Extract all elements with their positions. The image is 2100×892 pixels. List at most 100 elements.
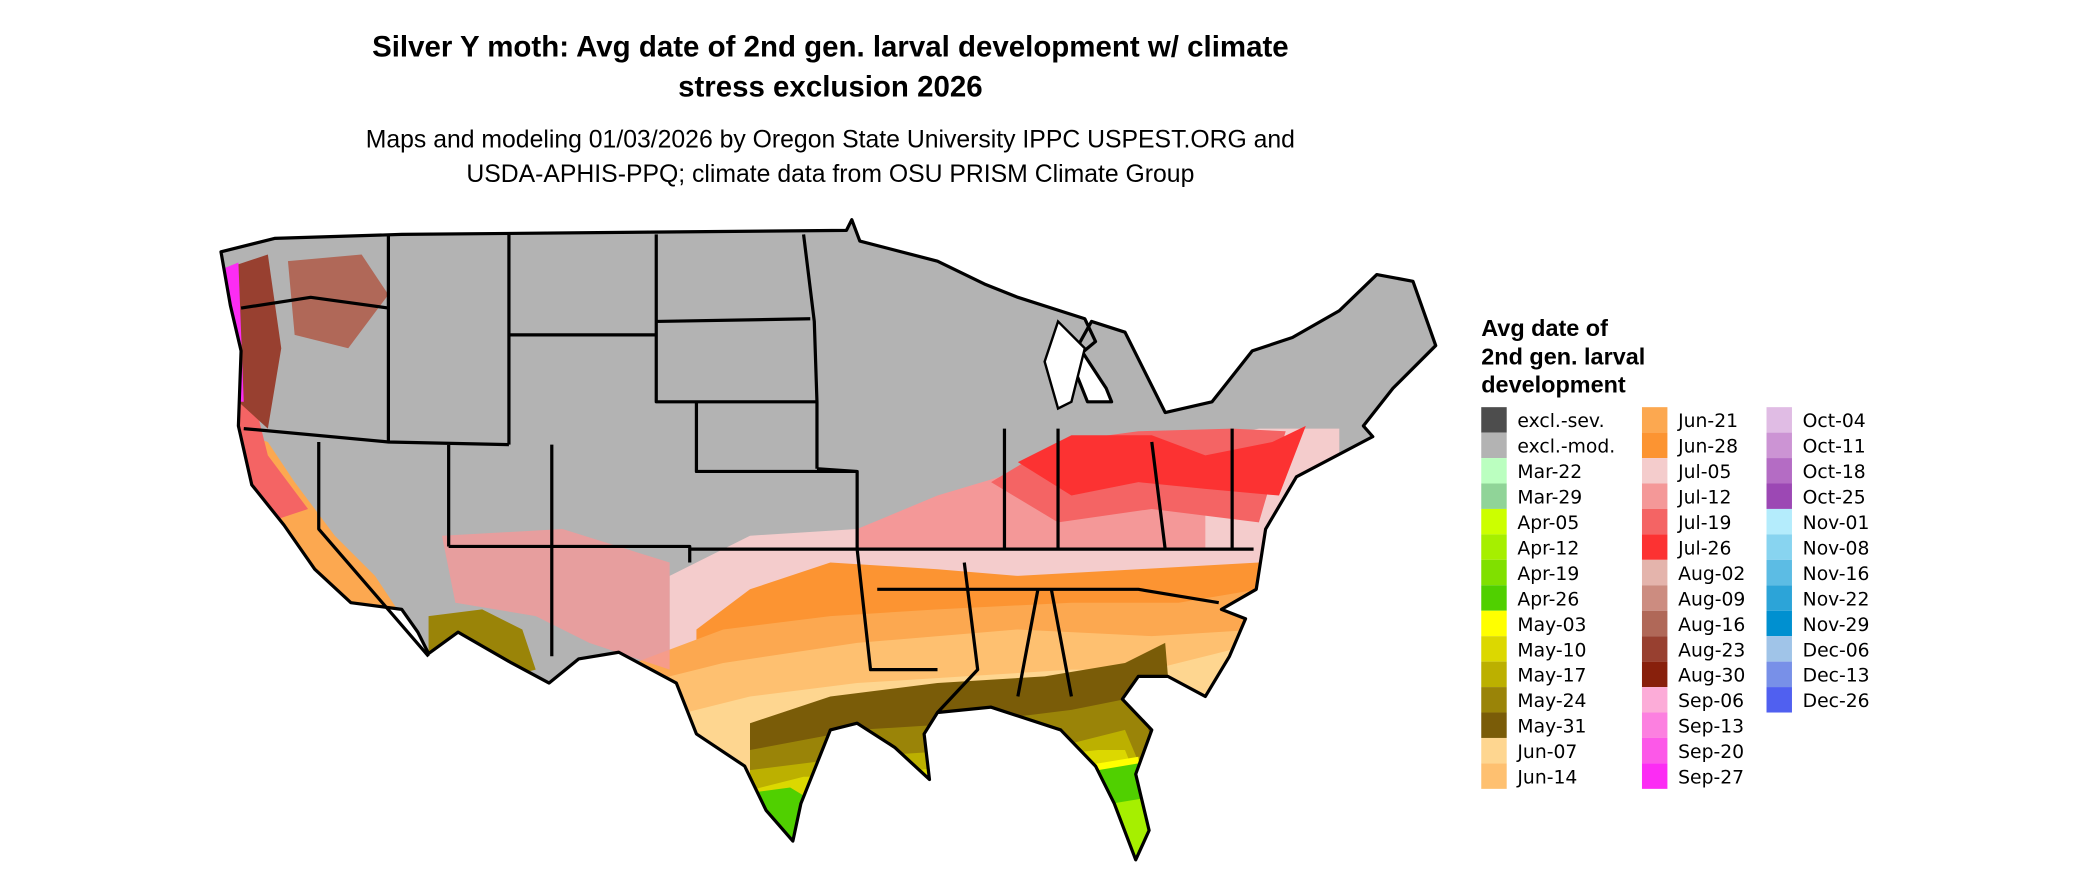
zone-apr-12-florida	[1111, 796, 1166, 860]
legend-swatch	[1481, 712, 1507, 738]
legend-swatch	[1641, 534, 1668, 560]
legend-label: Nov-16	[1803, 564, 1870, 585]
legend-swatch	[1766, 458, 1792, 484]
legend-label: Jul-19	[1677, 513, 1731, 534]
legend-swatch	[1481, 458, 1507, 484]
legend-swatch	[1641, 585, 1668, 611]
legend-label: Oct-18	[1803, 462, 1866, 483]
legend-swatch	[1481, 483, 1507, 509]
legend-swatch	[1641, 559, 1668, 586]
legend-swatch	[1481, 661, 1507, 688]
legend-swatch	[1766, 687, 1792, 713]
legend-label: Sep-27	[1678, 768, 1744, 789]
legend-swatch	[1481, 508, 1507, 535]
legend-label: Apr-05	[1517, 513, 1579, 534]
legend-label: Mar-29	[1517, 488, 1582, 509]
legend-label: Sep-06	[1678, 691, 1744, 712]
legend-swatch	[1641, 737, 1668, 764]
legend-swatch	[1766, 407, 1792, 433]
legend-title-line2: 2nd gen. larval	[1481, 343, 1645, 369]
legend-swatch	[1481, 432, 1507, 459]
legend-swatch	[1641, 763, 1668, 789]
legend-title-line1: Avg date of	[1481, 315, 1608, 341]
legend-label: Nov-29	[1803, 615, 1870, 636]
legend-label: May-24	[1517, 691, 1586, 712]
legend-swatch	[1481, 559, 1507, 586]
legend-swatch	[1481, 534, 1507, 560]
legend-swatch	[1641, 508, 1668, 535]
legend-swatch	[1481, 610, 1507, 637]
legend-swatch	[1766, 610, 1792, 637]
legend-swatch	[1766, 636, 1792, 662]
legend-label: Sep-20	[1678, 742, 1744, 763]
legend-swatch	[1481, 763, 1507, 789]
legend-swatch	[1766, 559, 1792, 586]
legend-label: excl.-sev.	[1517, 411, 1604, 432]
legend-title-line3: development	[1481, 371, 1626, 397]
legend-swatch	[1481, 636, 1507, 662]
legend-swatch	[1641, 483, 1668, 509]
legend-label: Nov-08	[1803, 538, 1870, 559]
legend-label: Dec-13	[1803, 666, 1870, 687]
zone-may-03	[763, 756, 1152, 860]
legend-swatch	[1766, 432, 1792, 459]
legend-swatch	[1641, 610, 1668, 637]
legend-swatch	[1641, 661, 1668, 688]
legend-label: May-03	[1517, 615, 1586, 636]
legend-swatch	[1766, 585, 1792, 611]
legend-label: Jun-14	[1516, 768, 1577, 789]
legend-label: May-17	[1517, 666, 1586, 687]
map-subtitle-line2: USDA-APHIS-PPQ; climate data from OSU PR…	[466, 161, 1194, 188]
legend-label: Aug-16	[1678, 615, 1745, 636]
legend-label: Apr-26	[1517, 589, 1579, 610]
legend-label: Aug-30	[1678, 666, 1745, 687]
legend-label: May-31	[1517, 717, 1586, 738]
legend-label: Oct-25	[1803, 488, 1866, 509]
legend-label: Jul-05	[1677, 462, 1731, 483]
map-subtitle-line1: Maps and modeling 01/03/2026 by Oregon S…	[366, 126, 1295, 153]
map-title-line2: stress exclusion 2026	[678, 70, 983, 103]
legend-label: Jun-28	[1677, 437, 1738, 458]
legend-swatch	[1641, 458, 1668, 484]
legend-label: Oct-11	[1803, 437, 1866, 458]
state-borders	[219, 218, 1438, 862]
legend-label: Jun-07	[1516, 742, 1577, 763]
map-title-line1: Silver Y moth: Avg date of 2nd gen. larv…	[372, 30, 1289, 63]
legend-label: Apr-12	[1517, 538, 1579, 559]
legend-label: Aug-02	[1678, 564, 1745, 585]
legend-swatch	[1641, 687, 1668, 713]
legend-swatch	[1766, 534, 1792, 560]
legend-label: May-10	[1517, 640, 1586, 661]
legend-label: Apr-19	[1517, 564, 1579, 585]
legend-swatch	[1766, 508, 1792, 535]
us-map	[220, 219, 1436, 860]
legend-swatch	[1641, 407, 1668, 433]
legend-swatch	[1481, 585, 1507, 611]
legend-label: Nov-01	[1803, 513, 1870, 534]
legend-swatch	[1641, 712, 1668, 738]
zone-west-coast-red	[227, 401, 309, 523]
legend-label: Oct-04	[1803, 411, 1866, 432]
legend-swatch	[1481, 407, 1507, 433]
legend-label: Jul-12	[1677, 488, 1731, 509]
legend-label: Aug-09	[1678, 589, 1745, 610]
legend-swatch	[1641, 636, 1668, 662]
legend-label: Dec-26	[1803, 691, 1870, 712]
zone-southwest-pink	[441, 529, 670, 670]
legend-label: Jun-21	[1677, 411, 1738, 432]
legend-swatch	[1481, 687, 1507, 713]
legend-swatch	[1641, 432, 1668, 459]
legend-label: excl.-mod.	[1517, 437, 1615, 458]
legend-label: Sep-13	[1678, 717, 1744, 738]
legend-swatch	[1766, 661, 1792, 688]
legend-label: Mar-22	[1517, 462, 1582, 483]
legend-label: Jul-26	[1677, 538, 1731, 559]
zone-jul-26	[1017, 425, 1306, 496]
legend-label: Aug-23	[1678, 640, 1745, 661]
legend-swatch	[1481, 737, 1507, 764]
legend-swatch	[1766, 483, 1792, 509]
legend-label: Dec-06	[1803, 640, 1870, 661]
legend-label: Nov-22	[1803, 589, 1870, 610]
legend: Avg date of 2nd gen. larval development …	[1481, 315, 1870, 789]
